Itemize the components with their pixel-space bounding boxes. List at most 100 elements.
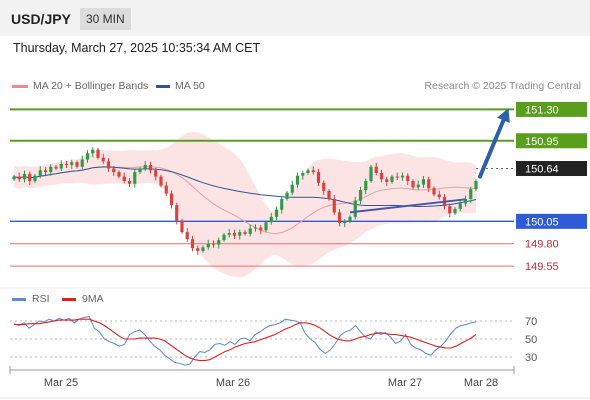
x-tick-label: Mar 28 <box>464 377 498 389</box>
candle-body <box>474 181 478 190</box>
candle-body <box>54 166 58 169</box>
candle-body <box>175 205 179 221</box>
candle-body <box>190 239 195 249</box>
candle-body <box>22 173 27 180</box>
candle-body <box>453 208 457 214</box>
candle-body <box>12 176 16 180</box>
candle-body <box>274 209 279 217</box>
candle-body <box>222 234 226 241</box>
rsi-tick-label: 30 <box>525 352 537 364</box>
candle-body <box>343 221 347 224</box>
x-tick-label: Mar 25 <box>44 377 78 389</box>
candle-body <box>64 164 69 166</box>
candle-body <box>448 206 452 214</box>
level-label: 149.80 <box>525 239 559 251</box>
candle-body <box>185 232 189 240</box>
level-label: 150.05 <box>525 216 559 228</box>
bollinger-band-fill <box>14 131 476 278</box>
candle-body <box>385 179 389 182</box>
ma20-legend-label: MA 20 + Bollinger Bands <box>33 80 149 92</box>
candle-body <box>196 248 200 251</box>
level-label: 150.95 <box>525 136 559 148</box>
datetime-label: Thursday, March 27, 2025 10:35:34 AM CET <box>13 41 261 55</box>
candle-body <box>469 189 473 199</box>
candle-body <box>227 232 231 235</box>
candle-body <box>269 216 273 223</box>
candle-body <box>238 232 242 236</box>
candle-body <box>138 168 142 173</box>
candle-body <box>101 157 105 162</box>
candles-group <box>12 147 478 255</box>
rsi-ma9-line <box>14 318 477 362</box>
candle-body <box>390 176 394 182</box>
candle-body <box>75 162 79 167</box>
candle-body <box>96 149 100 158</box>
ma20-legend-swatch <box>12 85 28 88</box>
timeframe-badge[interactable]: 30 MIN <box>80 8 131 30</box>
candle-body <box>327 190 331 199</box>
candle-body <box>159 176 163 186</box>
level-label: 150.64 <box>525 164 559 176</box>
candle-body <box>369 166 373 182</box>
candle-body <box>117 172 121 177</box>
rsi-tick-label: 70 <box>525 316 537 328</box>
candle-body <box>295 175 300 185</box>
candle-body <box>112 168 116 173</box>
level-label-bg <box>516 101 587 117</box>
candle-body <box>169 193 174 206</box>
rsi-legend-swatch <box>12 298 26 301</box>
candle-body <box>180 220 184 233</box>
candle-body <box>306 170 310 173</box>
symbol-title: USD/JPY <box>11 11 71 27</box>
candle-body <box>332 198 336 213</box>
candle-body <box>243 232 247 234</box>
candle-body <box>232 232 237 236</box>
candle-body <box>91 149 95 154</box>
candle-body <box>411 181 415 188</box>
level-label: 149.55 <box>525 261 559 273</box>
candle-body <box>28 173 32 182</box>
ma9-legend-swatch <box>62 298 76 301</box>
candle-body <box>421 179 426 185</box>
candle-body <box>395 176 399 178</box>
candle-body <box>211 243 216 245</box>
candle-body <box>164 185 168 194</box>
candle-body <box>143 164 147 169</box>
candle-body <box>432 188 436 195</box>
candle-body <box>364 181 368 190</box>
candle-body <box>316 172 321 183</box>
ma50-line <box>13 166 477 208</box>
level-label-bg <box>516 161 587 177</box>
candle-body <box>379 172 384 180</box>
candle-body <box>49 166 53 173</box>
candle-body <box>43 170 48 173</box>
x-tick-label: Mar 27 <box>388 377 422 389</box>
candle-body <box>201 247 205 251</box>
candle-body <box>337 212 342 224</box>
candle-body <box>148 164 153 171</box>
ma50-legend-swatch <box>156 85 170 88</box>
candle-body <box>348 216 352 222</box>
candle-body <box>416 184 420 188</box>
projection-arrow-head <box>497 108 510 123</box>
candle-body <box>463 198 468 204</box>
header-bar: USD/JPY 30 MIN <box>0 0 590 36</box>
candle-body <box>122 176 126 182</box>
candle-body <box>285 192 289 199</box>
candle-body <box>217 240 221 245</box>
candle-body <box>85 153 90 160</box>
resistance-trendline <box>349 198 466 214</box>
candle-body <box>400 175 405 178</box>
candle-body <box>290 184 294 193</box>
candle-body <box>264 222 268 231</box>
level-label-bg <box>516 133 587 149</box>
candle-body <box>353 200 357 217</box>
candle-body <box>33 175 37 182</box>
candle-body <box>80 159 84 167</box>
candle-body <box>458 203 462 209</box>
candle-body <box>358 190 363 201</box>
candle-body <box>206 243 210 248</box>
candle-body <box>427 179 431 189</box>
candle-body <box>311 170 315 173</box>
